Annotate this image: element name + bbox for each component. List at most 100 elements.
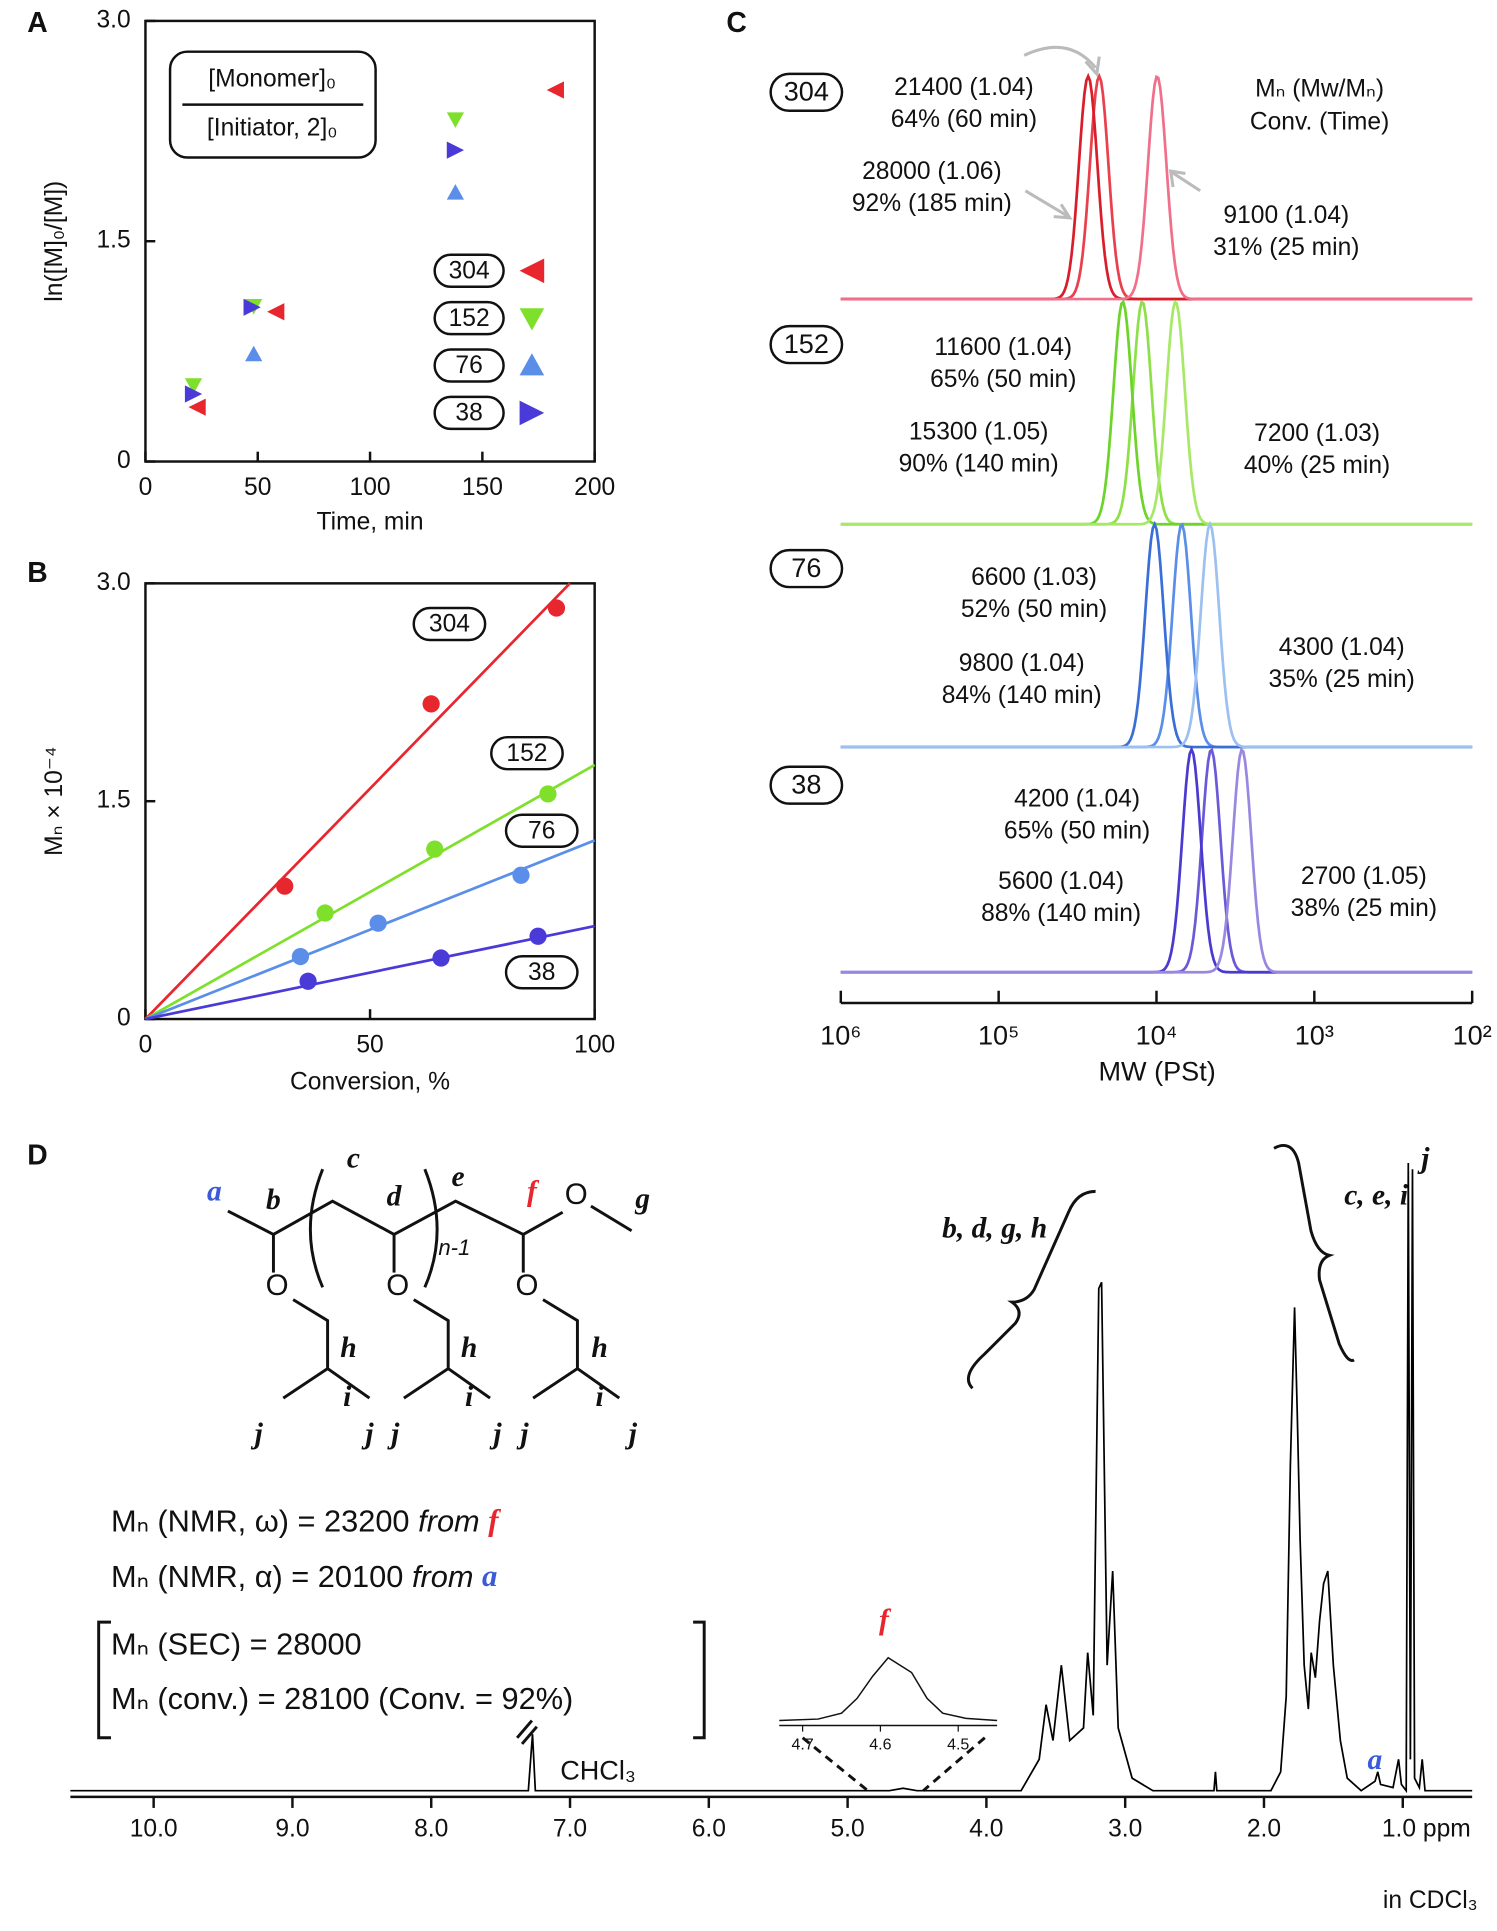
legend-title: Mₙ (Mw/Mₙ) <box>1255 75 1384 102</box>
y-tick-label: 3.0 <box>96 569 130 596</box>
arrow-head <box>1084 56 1101 78</box>
panel-label: B <box>27 556 47 588</box>
atom-label: i <box>343 1381 352 1413</box>
trace-mn-label: 4300 (1.04) <box>1279 634 1405 661</box>
y-tick-label: 0 <box>117 1005 131 1032</box>
peak-label: c, e, i <box>1344 1179 1409 1211</box>
repeat-label: n-1 <box>438 1235 470 1260</box>
braces <box>97 1144 1355 1792</box>
mn-source: from <box>412 1559 473 1594</box>
x-tick-label: 9.0 <box>275 1816 309 1843</box>
x-tick-label: 100 <box>574 1032 615 1059</box>
data-point <box>369 914 387 932</box>
mn-line: Mₙ (NMR, α) = 20100 from a <box>111 1559 497 1594</box>
mn-letter: f <box>488 1504 501 1538</box>
inset-tick-label: 4.6 <box>869 1736 891 1753</box>
x-tick-label: 3.0 <box>1108 1816 1142 1843</box>
trace-conv-label: 38% (25 min) <box>1291 895 1437 922</box>
arrow-head <box>1168 169 1186 188</box>
mn-line: Mₙ (conv.) = 28100 (Conv. = 92%) <box>111 1681 573 1716</box>
oxygen: O <box>565 1178 588 1211</box>
y-axis-label: ln([M]₀/[M]) <box>41 181 68 302</box>
panel-label: D <box>27 1138 47 1170</box>
label-box <box>769 324 844 365</box>
arrow <box>1024 189 1070 218</box>
data-point <box>426 840 444 858</box>
trace-mn-label: 7200 (1.03) <box>1254 420 1380 447</box>
atom-label: j <box>625 1418 638 1450</box>
spectrum <box>70 1163 1473 1794</box>
panel-label: A <box>27 6 47 38</box>
mn-text: Mₙ (SEC) = 28000 <box>111 1627 362 1662</box>
x-tick-label: 2.0 <box>1247 1816 1281 1843</box>
atom-label: j <box>251 1418 264 1450</box>
label-box <box>769 548 844 589</box>
peak-label: a <box>1368 1744 1383 1776</box>
sec-trace <box>840 747 1473 974</box>
paren <box>423 1168 439 1288</box>
x-tick-label: 5.0 <box>830 1816 864 1843</box>
data-point <box>299 972 317 990</box>
mn-source: from <box>418 1504 480 1539</box>
x-tick-label: 100 <box>350 474 391 501</box>
legend-marker <box>519 353 545 376</box>
label-box <box>769 765 844 805</box>
sec-trace <box>840 520 1473 749</box>
arrows <box>1023 45 1202 220</box>
trace-conv-label: 31% (25 min) <box>1213 234 1359 261</box>
label-box <box>433 395 505 431</box>
trace-mn-label: 28000 (1.06) <box>862 158 1002 185</box>
data-point <box>512 866 530 884</box>
inset-tick-label: 4.5 <box>947 1736 969 1753</box>
atom-label: b <box>266 1184 281 1216</box>
series-label: 304 <box>429 611 470 638</box>
mn-letter: a <box>482 1559 497 1593</box>
sec-trace <box>840 747 1473 974</box>
peak-labels: b, d, g, h c, e, i j a CHCl₃ <box>560 1142 1430 1785</box>
data-point <box>276 877 294 895</box>
x-tick-label: 200 <box>574 474 615 501</box>
ratio-denominator: [Initiator, 2]₀ <box>207 115 338 142</box>
break-mark <box>516 1719 538 1745</box>
arrow <box>1023 45 1097 69</box>
atom-label: c <box>347 1142 360 1174</box>
x-tick-label: 50 <box>244 474 271 501</box>
mn-text: Mₙ (NMR, α) = 20100 <box>111 1559 403 1594</box>
x-axis-label: MW (PSt) <box>1098 1055 1215 1086</box>
data-point <box>184 378 203 394</box>
data-point <box>316 904 334 922</box>
fit-line <box>144 582 571 1020</box>
inset-spectrum <box>779 1656 998 1722</box>
x-axis-label: Time, min <box>316 509 423 536</box>
y-tick-label: 1.5 <box>96 227 130 254</box>
legend-marker <box>519 308 545 331</box>
zoom-lines <box>801 1736 986 1792</box>
x-tick-label: 10⁶ <box>820 1020 861 1051</box>
trace-conv-label: 64% (60 min) <box>891 106 1037 133</box>
oxygen: O <box>266 1269 289 1302</box>
data-point <box>422 695 440 713</box>
x-axis-note: in CDCl₃ <box>1383 1887 1478 1914</box>
atom-label: a <box>207 1176 222 1208</box>
series-label: 38 <box>791 769 821 800</box>
brace <box>1273 1144 1355 1362</box>
trace-conv-label: 65% (50 min) <box>930 366 1076 393</box>
mn-line: Mₙ (SEC) = 28000 <box>111 1627 362 1662</box>
trace-conv-label: 52% (50 min) <box>961 596 1107 623</box>
sec-trace <box>840 745 1473 974</box>
x-tick-label: 8.0 <box>414 1816 448 1843</box>
legend-title: Conv. (Time) <box>1250 109 1389 136</box>
structure-labels: a b c d e f g n-1 h i j j h i j j h i j … <box>207 1142 650 1450</box>
trace-conv-label: 40% (25 min) <box>1244 452 1390 479</box>
oxygen: O <box>515 1269 538 1302</box>
trace-conv-label: 35% (25 min) <box>1269 666 1415 693</box>
x-tick-label: 6.0 <box>692 1816 726 1843</box>
x-tick-label: 10³ <box>1295 1020 1334 1051</box>
atom-label: j <box>489 1418 502 1450</box>
trace-mn-label: 4200 (1.04) <box>1014 785 1140 812</box>
series-label: 152 <box>449 305 490 332</box>
peak-label: b, d, g, h <box>942 1213 1047 1245</box>
atom-label: d <box>387 1181 403 1213</box>
data-point <box>243 298 261 316</box>
series-label: 152 <box>784 328 829 359</box>
